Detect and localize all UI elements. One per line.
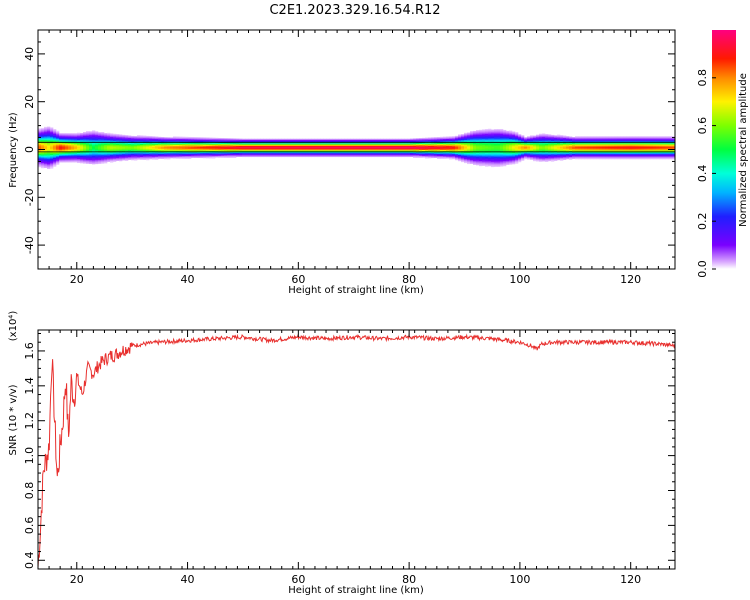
y-tick-label: 0.6	[23, 517, 36, 535]
y-tick-label: 40	[23, 47, 36, 61]
colorbar-tick-label: 0.0	[696, 260, 709, 278]
snr-xlabel: Height of straight line (km)	[288, 585, 424, 596]
x-tick-label: 20	[70, 573, 84, 586]
colorbar-tick-label: 0.6	[696, 117, 709, 135]
spectrogram-ticks: 20 40 60 80 100 120 -40 -20 0 20 40	[23, 29, 675, 286]
x-tick-label: 40	[181, 573, 195, 586]
spectrogram-ylabel: Frequency (Hz)	[8, 112, 19, 188]
colorbar-ticks: 0.0 0.2 0.4 0.6 0.8	[696, 69, 716, 278]
y-tick-label: -40	[23, 236, 36, 254]
colorbar-tick-label: 0.4	[696, 165, 709, 183]
x-tick-label: 80	[402, 573, 416, 586]
x-tick-label: 120	[620, 573, 641, 586]
y-tick-label: -20	[23, 188, 36, 206]
spectrogram-panel: 20 40 60 80 100 120 -40 -20 0 20 40 Height of stra…	[8, 29, 676, 296]
snr-panel: 20 40 60 80 100 120 0.4 0.6 0.8 1.0 1.2 1.4 1.6 Heig…	[8, 311, 676, 596]
x-tick-label: 80	[402, 273, 416, 286]
colorbar-gradient	[712, 30, 736, 269]
spectrogram-xlabel: Height of straight line (km)	[288, 285, 424, 296]
y-tick-label: 0.4	[23, 552, 36, 570]
y-tick-label: 0	[23, 146, 36, 153]
x-tick-label: 120	[620, 273, 641, 286]
y-tick-label: 1.6	[23, 342, 36, 360]
chart-title: C2E1.2023.329.16.54.R12	[269, 3, 440, 18]
y-tick-label: 1.0	[23, 447, 36, 465]
y-tick-label: 20	[23, 95, 36, 109]
snr-frame	[37, 329, 676, 570]
colorbar-tick-label: 0.2	[696, 212, 709, 230]
snr-scale-label: (x10⁴)	[8, 311, 19, 342]
x-tick-label: 60	[291, 273, 305, 286]
x-tick-label: 100	[509, 273, 530, 286]
colorbar-label: Normalized spectral amplitude	[738, 73, 749, 227]
x-tick-label: 60	[291, 573, 305, 586]
colorbar-tick-label: 0.8	[696, 69, 709, 87]
y-tick-label: 1.4	[23, 377, 36, 395]
snr-series-line	[38, 333, 675, 568]
y-tick-label: 0.8	[23, 482, 36, 500]
spectrogram-heatmap	[38, 126, 675, 169]
y-tick-label: 1.2	[23, 412, 36, 430]
colorbar: 0.0 0.2 0.4 0.6 0.8 Normalized spectral ampl…	[696, 30, 749, 278]
x-tick-label: 20	[70, 273, 84, 286]
reference-lines	[38, 141, 675, 153]
x-tick-label: 40	[181, 273, 195, 286]
snr-ticks: 20 40 60 80 100 120 0.4 0.6 0.8 1.0 1.2 1.4 1.6	[23, 330, 675, 586]
snr-ylabel: SNR (10 * v/v)	[8, 384, 19, 455]
x-tick-label: 100	[509, 573, 530, 586]
